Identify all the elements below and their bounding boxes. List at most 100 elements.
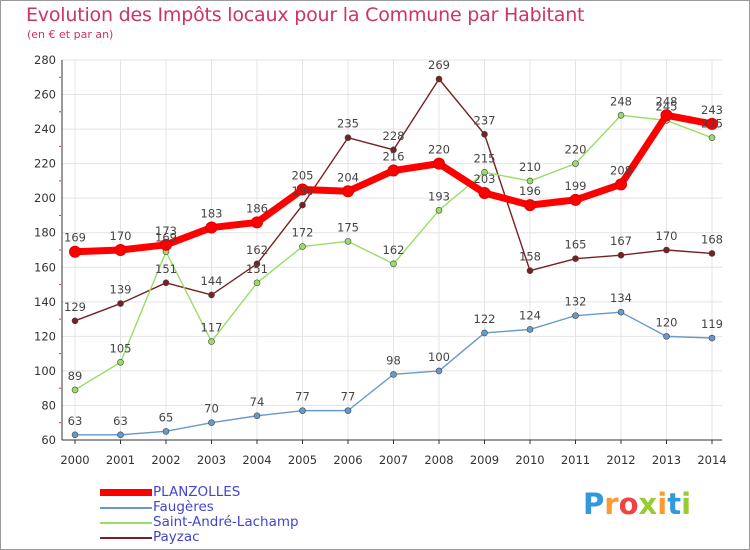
data-point bbox=[117, 431, 124, 439]
data-label: 228 bbox=[383, 129, 405, 143]
data-label: 193 bbox=[428, 189, 450, 203]
data-point bbox=[162, 428, 170, 435]
data-label: 186 bbox=[246, 201, 268, 215]
proxiti-logo: Proxiti bbox=[583, 487, 691, 521]
data-point bbox=[526, 267, 534, 275]
data-label: 172 bbox=[292, 226, 314, 240]
data-point bbox=[208, 338, 215, 345]
data-point bbox=[205, 221, 218, 234]
data-point bbox=[481, 168, 488, 176]
data-point bbox=[481, 329, 488, 337]
data-label: 124 bbox=[519, 308, 541, 322]
data-label: 168 bbox=[701, 232, 723, 246]
y-tick-label: 80 bbox=[41, 398, 56, 412]
data-label: 105 bbox=[110, 341, 132, 355]
data-label: 165 bbox=[565, 238, 587, 252]
y-tick-label: 240 bbox=[34, 122, 56, 136]
x-tick-label: 2007 bbox=[379, 453, 408, 467]
data-point bbox=[390, 146, 397, 154]
data-label: 151 bbox=[246, 262, 268, 276]
data-label: 77 bbox=[295, 390, 310, 404]
legend-swatch-saint-andre-lachamp bbox=[100, 522, 152, 524]
legend-label-saint-andre-lachamp: Saint-André-Lachamp bbox=[153, 514, 299, 530]
data-label: 162 bbox=[246, 243, 268, 257]
y-tick-label: 120 bbox=[34, 329, 56, 343]
data-point bbox=[708, 334, 716, 342]
x-tick-label: 2014 bbox=[697, 453, 726, 467]
data-point bbox=[390, 260, 397, 268]
line-chart: 60 80 100 120 140 160 180 200 220 240 260 280 2000 20… bbox=[34, 53, 727, 467]
data-point bbox=[572, 312, 579, 319]
logo-letter: t bbox=[667, 487, 682, 521]
x-tick-label: 2002 bbox=[151, 453, 180, 467]
data-label: 204 bbox=[337, 170, 359, 184]
data-point bbox=[615, 178, 627, 191]
data-label: 215 bbox=[474, 151, 496, 165]
data-label: 210 bbox=[519, 160, 541, 174]
data-point bbox=[569, 193, 582, 206]
data-point bbox=[344, 238, 352, 245]
data-label: 167 bbox=[610, 234, 632, 248]
data-point bbox=[526, 326, 534, 333]
data-point bbox=[160, 238, 172, 251]
legend-label-payzac: Payzac bbox=[153, 529, 200, 545]
x-tick-label: 2008 bbox=[424, 453, 453, 467]
data-point bbox=[344, 407, 352, 414]
data-point bbox=[433, 157, 445, 170]
data-point bbox=[435, 367, 443, 375]
legend-swatch-payzac bbox=[100, 537, 152, 539]
data-label: 245 bbox=[656, 99, 678, 113]
data-label: 117 bbox=[201, 321, 223, 335]
data-point bbox=[299, 407, 306, 414]
data-label: 199 bbox=[565, 179, 587, 193]
data-label: 74 bbox=[250, 395, 265, 409]
x-tick-label: 2009 bbox=[470, 453, 499, 467]
data-point bbox=[435, 75, 443, 83]
data-point bbox=[660, 109, 673, 122]
data-label: 248 bbox=[610, 94, 632, 108]
data-label: 63 bbox=[68, 414, 83, 428]
x-tick-label: 2006 bbox=[333, 453, 362, 467]
data-label: 235 bbox=[701, 117, 723, 131]
data-label: 132 bbox=[565, 295, 587, 309]
data-point bbox=[390, 371, 397, 378]
data-label: 170 bbox=[110, 229, 132, 243]
data-point bbox=[617, 111, 625, 119]
data-label: 144 bbox=[201, 274, 223, 288]
data-point bbox=[344, 134, 352, 142]
data-label: 175 bbox=[337, 220, 359, 234]
data-point bbox=[296, 183, 309, 196]
data-label: 134 bbox=[610, 291, 632, 305]
data-label: 208 bbox=[610, 163, 632, 177]
x-tick-label: 2003 bbox=[197, 453, 226, 467]
data-label: 183 bbox=[201, 207, 223, 221]
data-point bbox=[69, 245, 81, 258]
x-tick-label: 2012 bbox=[606, 453, 635, 467]
data-point bbox=[342, 185, 354, 198]
data-label: 100 bbox=[428, 350, 450, 364]
data-label: 65 bbox=[159, 410, 174, 424]
data-point bbox=[617, 308, 625, 316]
data-point bbox=[162, 279, 170, 287]
data-point bbox=[572, 255, 579, 262]
data-label: 243 bbox=[701, 103, 723, 117]
y-tick-label: 60 bbox=[41, 433, 56, 447]
legend-label-planzolles: PLANZOLLES bbox=[153, 484, 241, 500]
legend-swatch-planzolles bbox=[100, 489, 152, 496]
data-point bbox=[663, 333, 670, 340]
data-point bbox=[387, 164, 400, 177]
data-label: 220 bbox=[428, 143, 450, 157]
data-label: 216 bbox=[383, 150, 405, 164]
logo-letter: r bbox=[604, 487, 619, 521]
legend-label-faugeres: Faugères bbox=[153, 499, 214, 515]
logo-letter: i bbox=[681, 487, 692, 521]
data-label: 139 bbox=[110, 283, 132, 297]
y-tick-label: 220 bbox=[34, 157, 56, 171]
chart-title: Evolution des Impôts locaux pour la Comm… bbox=[26, 4, 585, 26]
x-tick-label: 2001 bbox=[106, 453, 135, 467]
data-label: 89 bbox=[68, 369, 83, 383]
x-tick-label: 2004 bbox=[242, 453, 271, 467]
data-label: 169 bbox=[155, 231, 177, 245]
data-point bbox=[117, 300, 124, 307]
y-tick-label: 140 bbox=[34, 295, 56, 309]
